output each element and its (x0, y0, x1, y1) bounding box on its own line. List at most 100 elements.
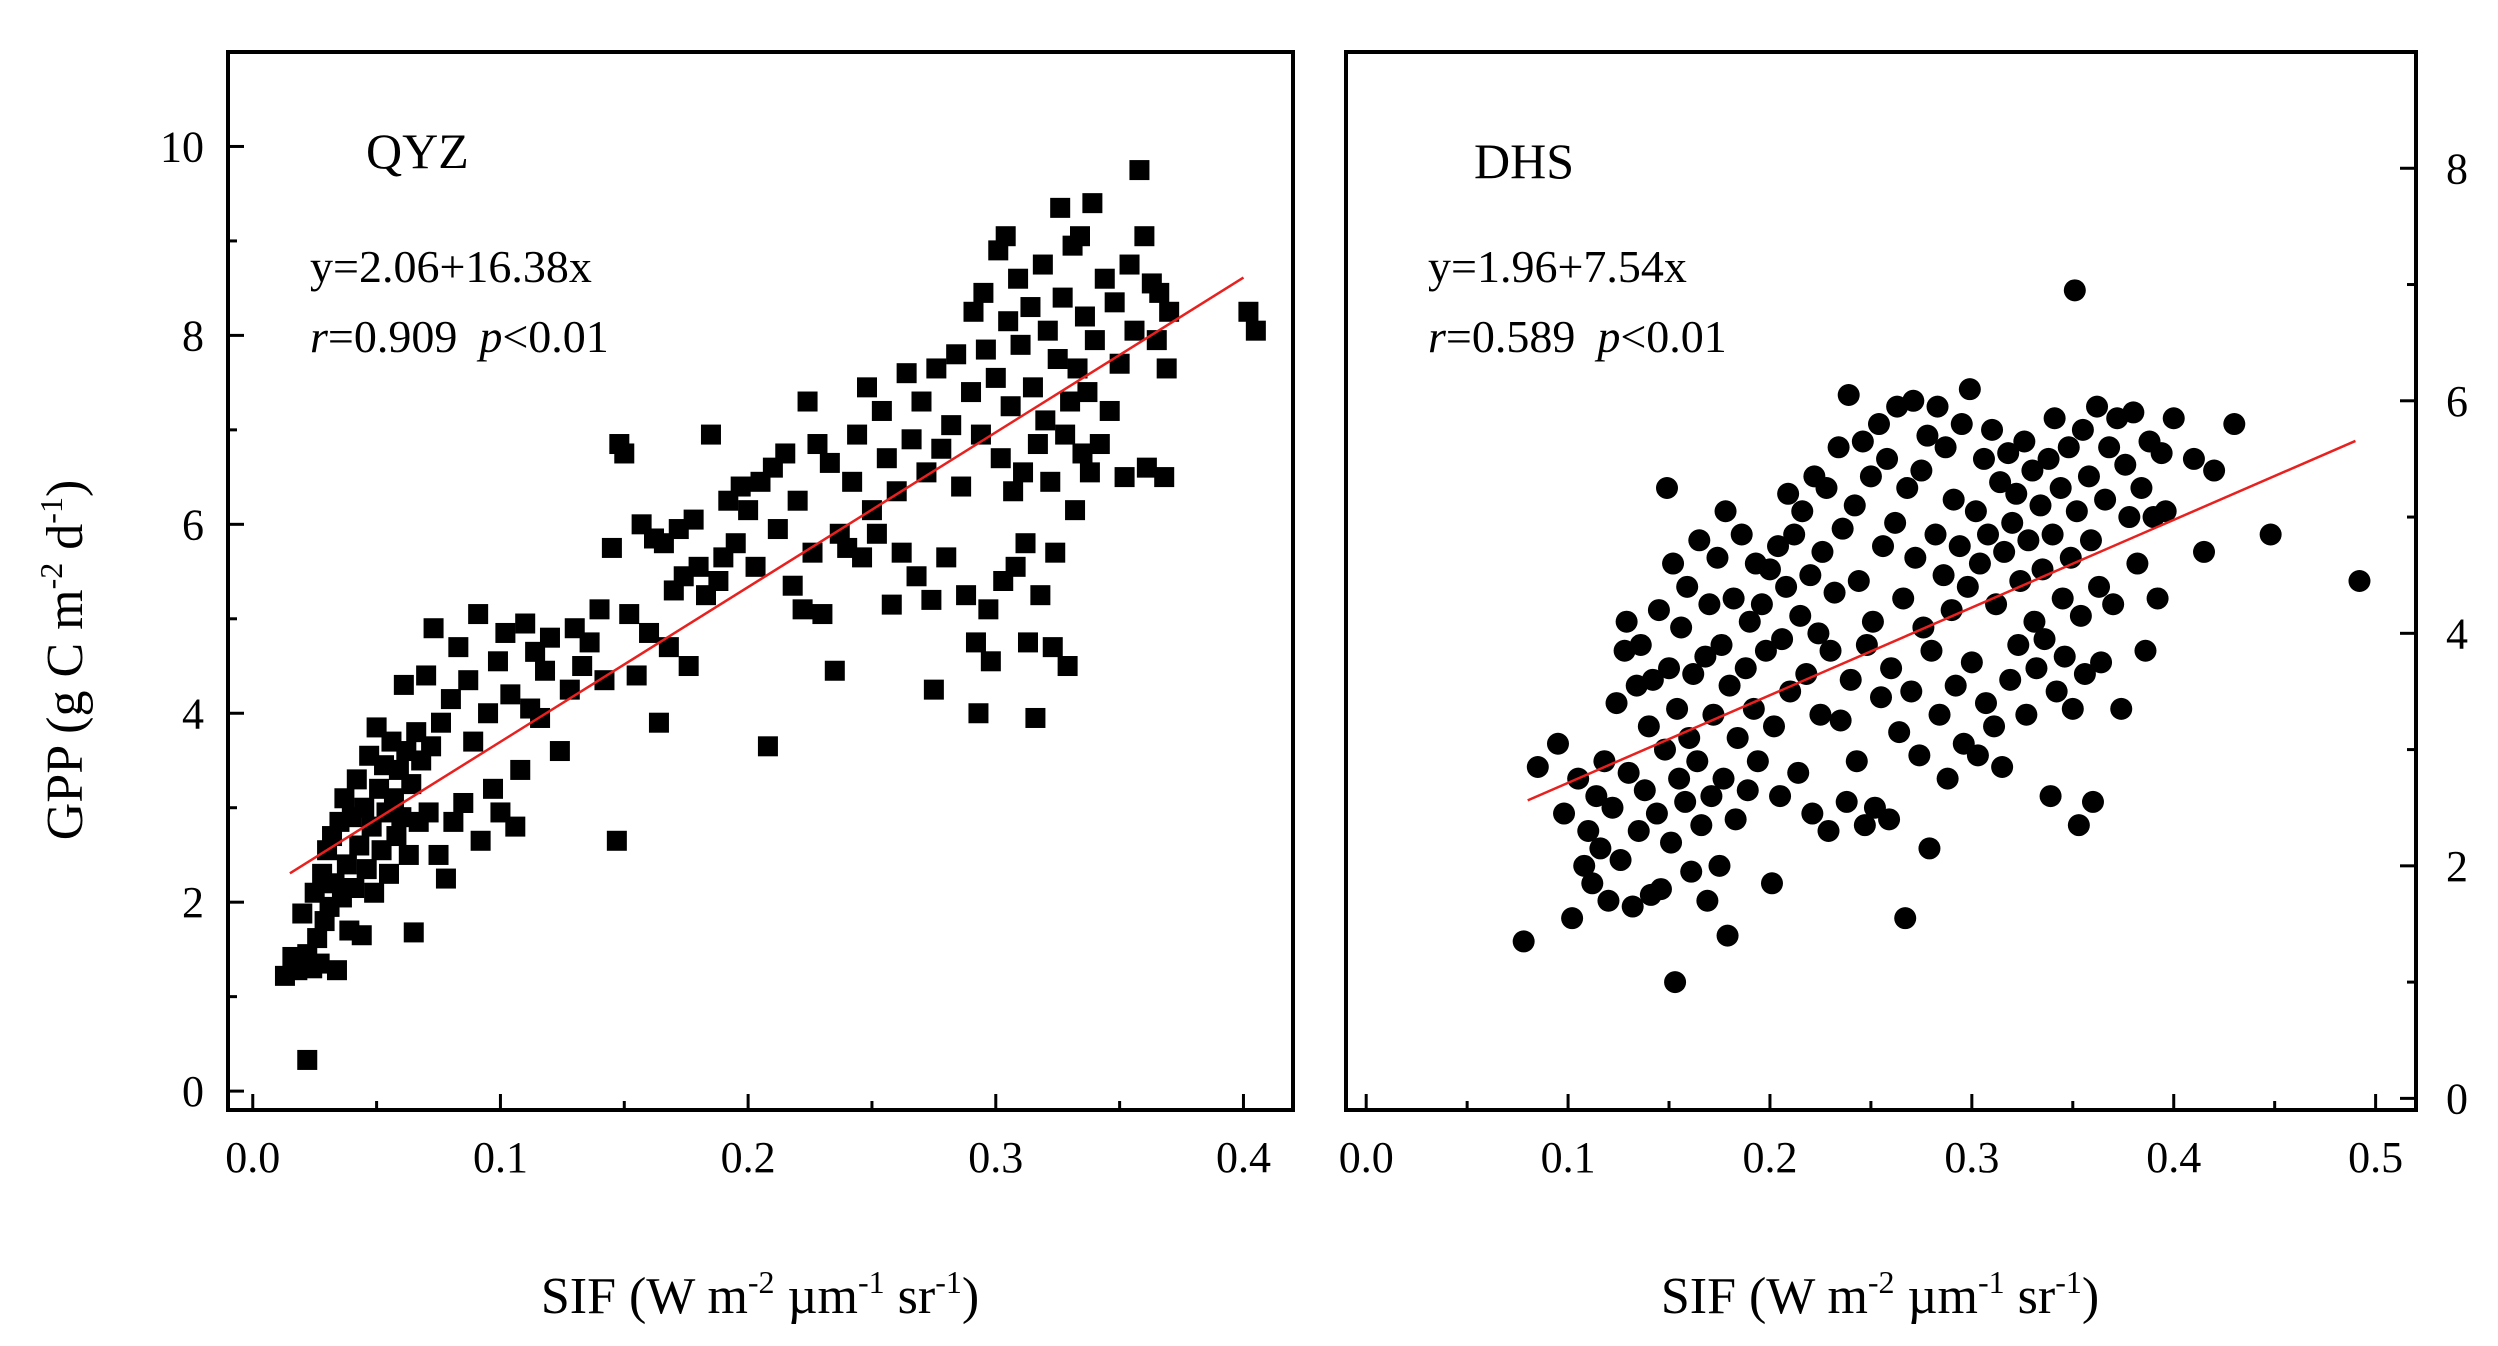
data-point-qyz (606, 830, 627, 851)
data-point-qyz (639, 622, 660, 643)
data-point-dhs (1888, 721, 1911, 744)
data-point-qyz (1015, 533, 1036, 554)
data-point-qyz (941, 415, 962, 436)
data-point-qyz (1045, 542, 1066, 563)
data-point-dhs (1801, 802, 1824, 825)
data-point-qyz (594, 670, 615, 691)
data-point-dhs (2045, 680, 2068, 703)
data-point-qyz (1060, 391, 1081, 412)
data-point-dhs (1924, 523, 1947, 546)
data-point-dhs (2146, 587, 2169, 610)
ticks-qyz: 0.0 0.1 0.2 0.3 0.4 0 2 4 6 8 10 (160, 122, 1271, 1182)
data-point-qyz (923, 679, 944, 700)
data-point-dhs (1714, 500, 1737, 523)
data-point-qyz (403, 922, 424, 943)
data-point-dhs (2162, 407, 2185, 430)
data-point-dhs (1884, 511, 1907, 534)
y-axis-title-qyz: GPP (g C m-2 d-1) (33, 480, 94, 841)
data-point-dhs (1942, 488, 1965, 511)
r-label-qyz: r (310, 311, 329, 362)
data-point-dhs (1769, 785, 1792, 808)
data-point-qyz (589, 599, 610, 620)
data-point-qyz (351, 925, 372, 946)
data-point-qyz (292, 903, 313, 924)
data-point-dhs (2182, 447, 2205, 470)
data-point-dhs (1698, 593, 1721, 616)
data-point-dhs (1597, 889, 1620, 912)
data-point-qyz (812, 604, 833, 625)
data-point-dhs (1680, 860, 1703, 883)
plot-frame-dhs (1344, 50, 2418, 1112)
data-point-dhs (1512, 930, 1535, 953)
data-point-qyz (1042, 637, 1063, 658)
data-point-dhs (1738, 610, 1761, 633)
data-point-qyz (730, 476, 751, 497)
stats-dhs: r=0.589 p<0.01 (1428, 311, 1727, 362)
data-point-dhs (1783, 523, 1806, 546)
data-point-dhs (1656, 476, 1678, 499)
stats-qyz: r=0.909 p<0.01 (310, 311, 609, 362)
data-point-qyz (824, 660, 845, 681)
data-point-dhs (1807, 622, 1830, 645)
data-point-qyz (431, 712, 451, 733)
data-point-dhs (1867, 413, 1890, 436)
data-point-dhs (2090, 651, 2113, 674)
data-point-dhs (1993, 540, 2016, 563)
data-point-qyz (448, 637, 469, 658)
fit-line-dhs (1527, 439, 2356, 802)
data-point-dhs (1809, 703, 1832, 726)
data-point-qyz (500, 684, 521, 705)
data-point-dhs (1920, 639, 1943, 662)
data-point-dhs (1795, 663, 1818, 686)
data-point-dhs (2013, 430, 2036, 453)
y-tick-label-qyz: 2 (182, 878, 204, 927)
data-point-qyz (1136, 457, 1157, 478)
data-point-qyz (787, 490, 808, 511)
x-tick-label-qyz: 0.0 (225, 1133, 280, 1182)
data-point-qyz (572, 656, 593, 677)
data-point-dhs (1977, 523, 1999, 546)
data-point-qyz (956, 585, 977, 606)
data-point-dhs (1694, 645, 1717, 668)
data-point-dhs (1662, 552, 1685, 575)
data-point-dhs (1900, 680, 1923, 703)
data-point-qyz (354, 797, 375, 818)
data-point-qyz (483, 778, 504, 799)
data-point-dhs (1827, 436, 1850, 459)
data-point-dhs (1878, 808, 1901, 831)
data-point-qyz (1000, 396, 1021, 417)
data-point-qyz (1084, 330, 1105, 351)
data-point-qyz (1065, 500, 1086, 521)
data-point-qyz (510, 759, 531, 780)
data-point-qyz (421, 736, 442, 757)
data-point-qyz (857, 377, 877, 398)
data-point-dhs (1629, 633, 1652, 656)
data-point-dhs (1779, 680, 1802, 703)
y-tick-label-qyz: 6 (182, 500, 204, 549)
data-point-qyz (985, 367, 1006, 388)
data-point-qyz (973, 282, 994, 303)
data-point-qyz (1124, 320, 1145, 341)
data-point-dhs (1734, 657, 1757, 680)
data-point-dhs (1686, 750, 1709, 773)
data-point-dhs (2193, 540, 2216, 563)
data-point-dhs (1775, 575, 1798, 598)
data-point-dhs (2015, 703, 2038, 726)
data-point-dhs (1708, 854, 1731, 877)
data-point-dhs (2009, 570, 2032, 592)
data-point-dhs (2110, 697, 2133, 720)
data-point-qyz (468, 604, 489, 625)
data-point-dhs (2065, 500, 2088, 523)
data-point-dhs (1724, 808, 1747, 831)
data-point-dhs (1668, 767, 1691, 790)
data-point-qyz (1079, 462, 1100, 483)
data-point-qyz (931, 438, 952, 459)
data-point-qyz (364, 882, 385, 903)
data-point-qyz (1005, 556, 1026, 577)
data-point-dhs (1746, 750, 1769, 773)
data-point-dhs (2348, 570, 2371, 592)
data-point-qyz (1013, 462, 1034, 483)
data-point-qyz (297, 1049, 318, 1070)
data-point-qyz (1082, 193, 1103, 214)
